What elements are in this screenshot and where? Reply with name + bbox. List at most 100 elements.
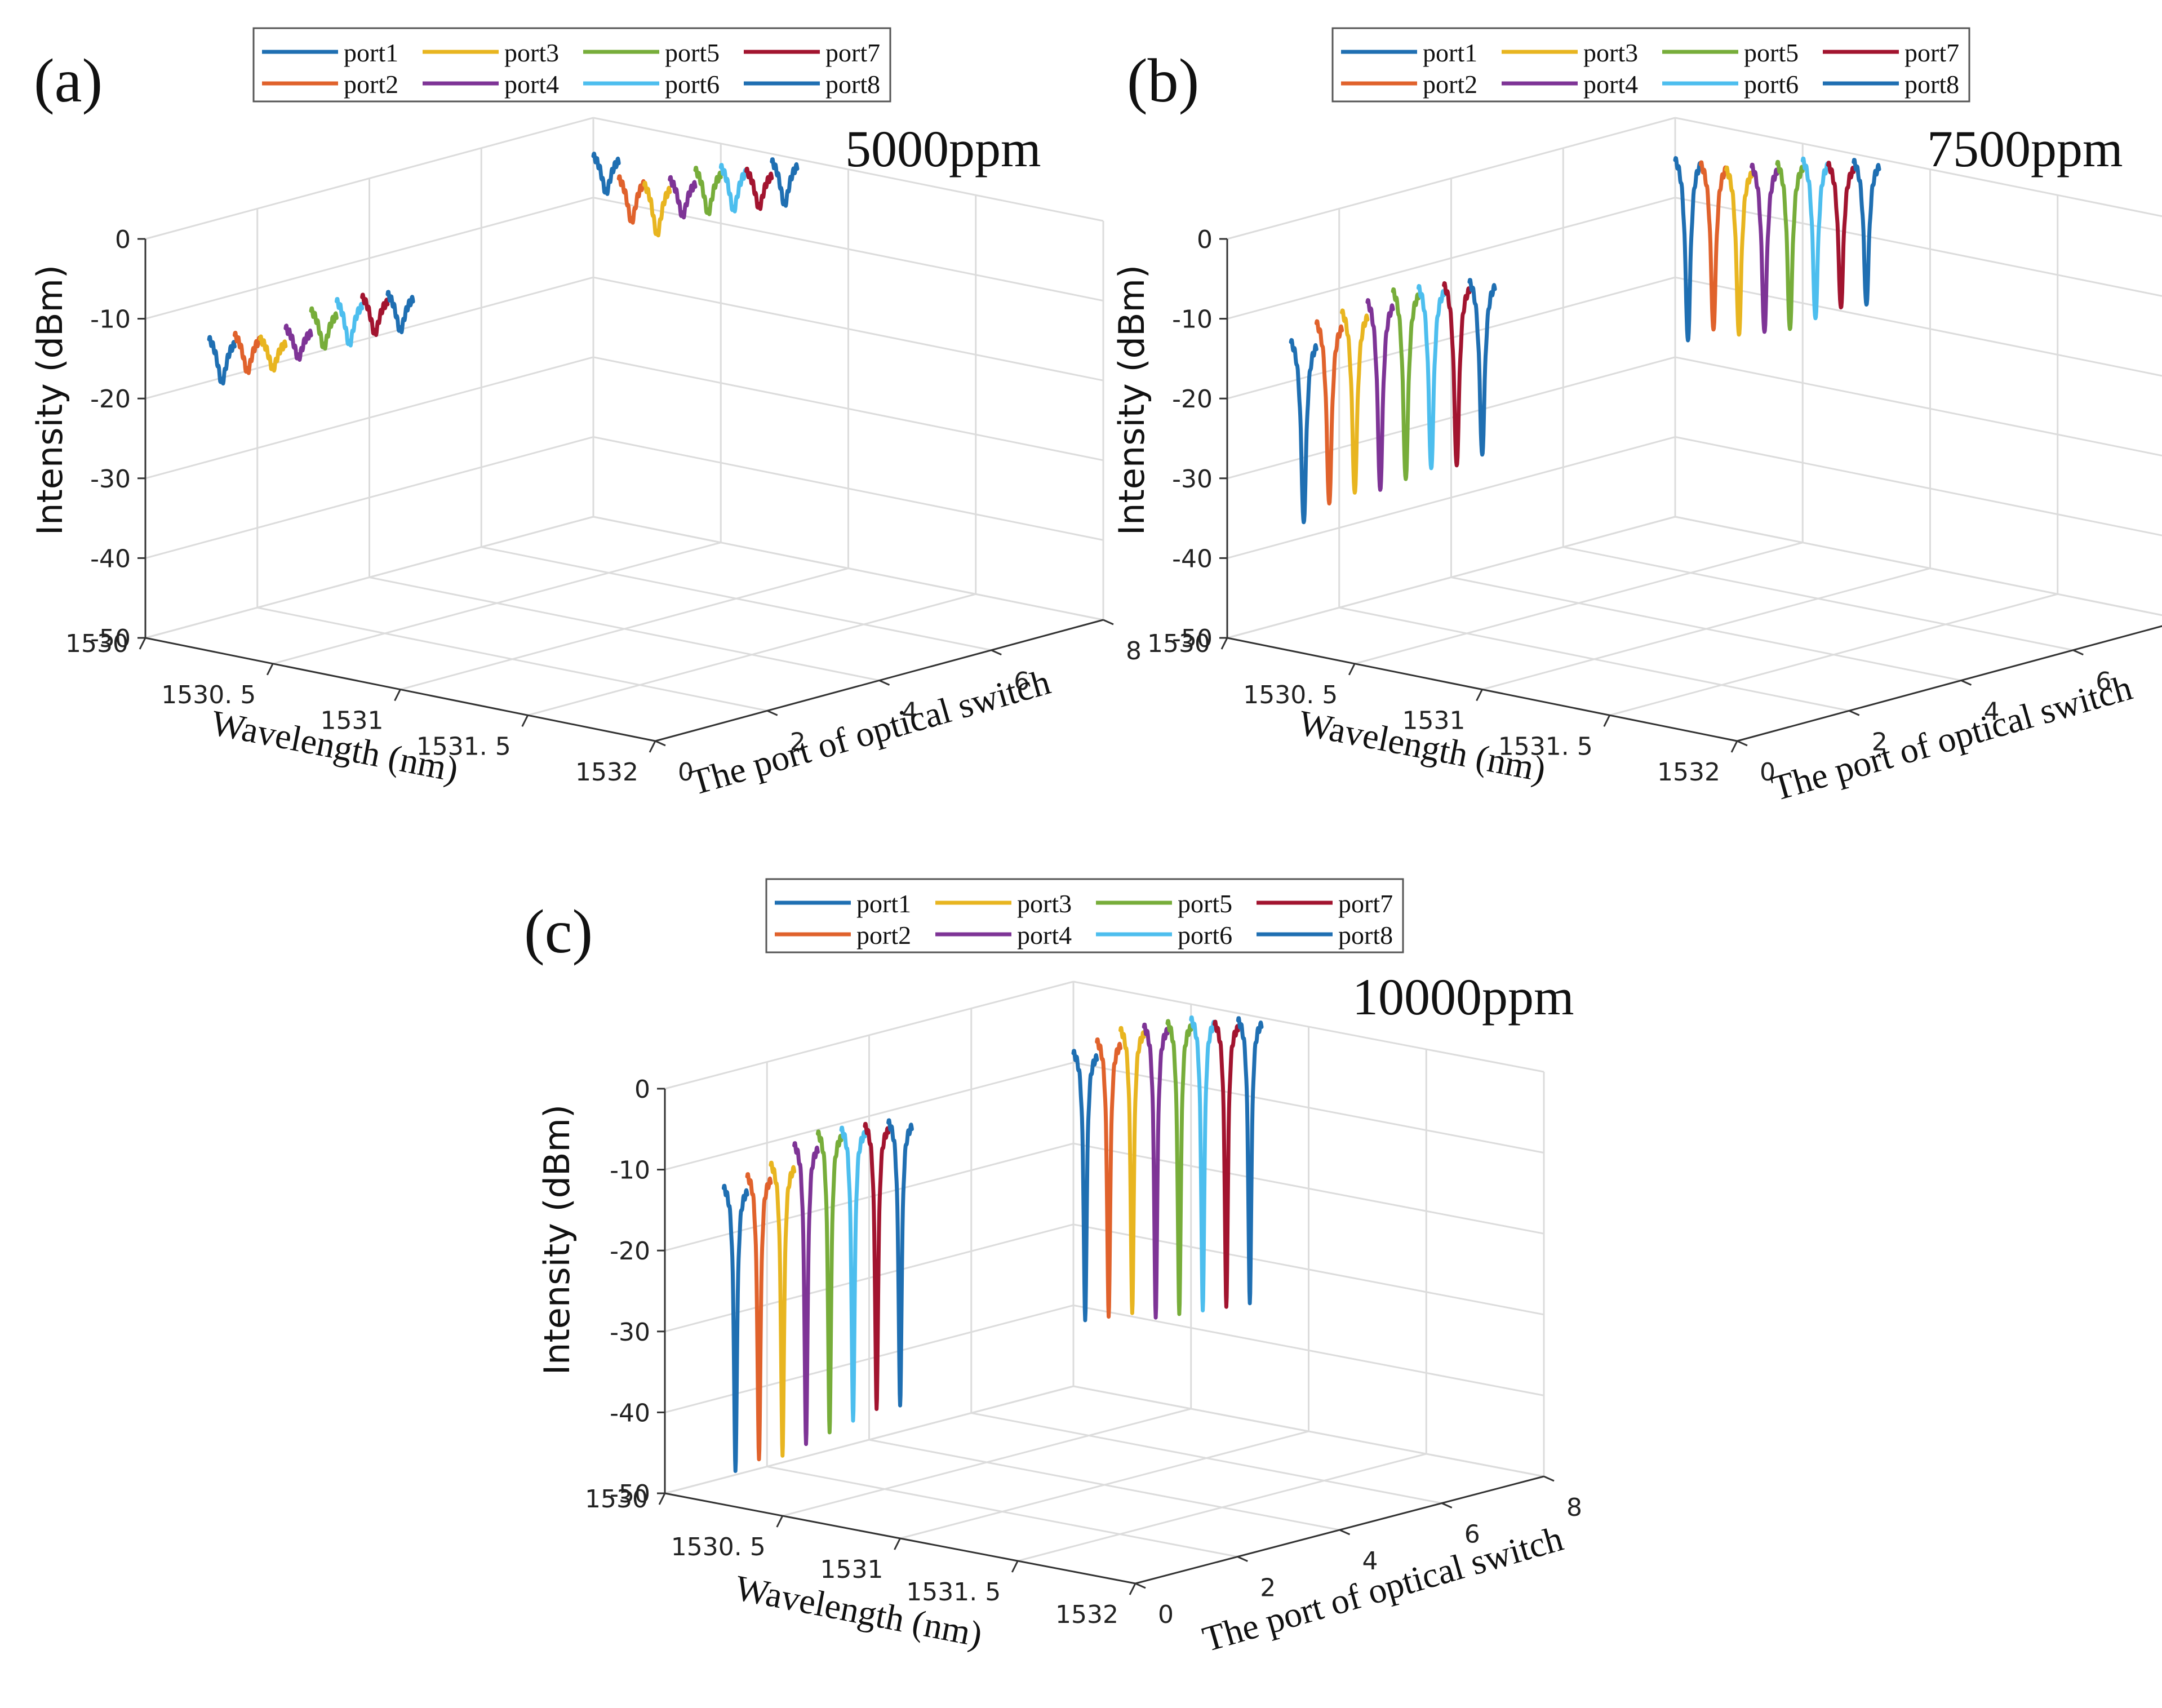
x-tick-label: 1530. 5 [161, 681, 256, 709]
y-tick-mark [655, 740, 666, 747]
side-wall-gridline [145, 197, 594, 320]
z-tick-label: -40 [1172, 544, 1213, 573]
z-tick-label: 0 [634, 1075, 650, 1104]
spectrum-port5-front [309, 306, 339, 351]
floor-gridline [971, 1412, 1442, 1504]
y-tick-mark [1960, 680, 1972, 686]
back-wall-gridline [1675, 276, 2162, 377]
y-tick-label: 6 [1464, 1520, 1480, 1549]
z-tick-label: -20 [90, 385, 131, 414]
z-tick-label: 0 [1197, 225, 1213, 254]
floor-gridline [481, 546, 992, 651]
z-tick-label: -20 [610, 1237, 650, 1266]
x-tick-label: 1530. 5 [1243, 681, 1338, 709]
x-tick-mark [266, 663, 274, 676]
back-wall-gridline [593, 516, 1104, 621]
y-axis-label: The port of optical switch [1198, 1518, 1568, 1659]
side-wall-gridline [145, 516, 594, 639]
z-axis-label: Intensity (dBm) [29, 265, 70, 535]
spectrum-port5-back [1165, 1019, 1193, 1316]
spectrum-port5-front [1391, 287, 1420, 481]
spectrum-port8-front [385, 290, 415, 335]
spectrum-port8-front [1467, 278, 1497, 457]
legend-entry-port8: port8 [744, 70, 880, 99]
legend-entry-port3: port3 [423, 38, 559, 67]
legend-text: port7 [825, 38, 880, 67]
x-tick-mark [649, 740, 656, 753]
x-tick-label: 1532 [575, 758, 638, 787]
y-tick-label: 0 [678, 758, 694, 787]
y-tick-mark [1737, 740, 1748, 747]
spectrum-port3-back [642, 180, 672, 238]
data-traces [1289, 156, 1881, 525]
back-wall-gridline [593, 356, 1104, 462]
legend-text: port4 [1583, 70, 1638, 99]
back-wall-gridline [1675, 516, 2162, 616]
legend-text: port8 [1904, 70, 1959, 99]
spectrum-port3-front [1340, 308, 1370, 495]
spectrum-port1-front [721, 1183, 749, 1473]
spectrum-port3-back [1724, 165, 1754, 337]
floor-gridline [1339, 606, 1850, 712]
side-wall-gridline [1227, 436, 1676, 559]
legend-text: port1 [1423, 38, 1477, 67]
side-wall-gridline [664, 981, 1074, 1090]
y-tick-label: 2 [1260, 1574, 1276, 1603]
y-tick-mark [1441, 1502, 1453, 1509]
x-tick-label: 1530 [65, 629, 128, 658]
back-wall-gridline [593, 197, 1104, 302]
panel-a: (a) 5000ppm port1 port2 port3 port4 [29, 27, 1142, 803]
side-wall-gridline [1227, 197, 1676, 320]
legend-entry-port6: port6 [583, 70, 720, 99]
y-tick-label: 6 [1014, 667, 1029, 696]
y-tick-label: 8 [1126, 637, 1142, 666]
legend-entry-port8: port8 [1257, 921, 1393, 950]
side-wall-gridline [664, 1062, 1074, 1171]
z-tick-label: -10 [90, 305, 131, 334]
panel-label: (a) [34, 46, 103, 115]
legend-entry-port1: port1 [775, 889, 911, 918]
x-tick-mark [139, 637, 146, 650]
legend-text: port7 [1904, 38, 1959, 67]
x-tick-mark [1730, 740, 1738, 753]
y-tick-mark [767, 709, 778, 716]
spectrum-port5-front [815, 1129, 844, 1435]
spectrum-port1-front [1289, 338, 1318, 525]
back-wall-gridline [593, 117, 1104, 222]
spectrum-port7-front [1442, 281, 1472, 468]
legend-text: port7 [1338, 889, 1393, 918]
x-tick-mark [1476, 689, 1483, 702]
back-wall-gridline [1073, 1304, 1544, 1396]
spectrum-port4-front [283, 323, 313, 362]
concentration-label: 10000ppm [1352, 968, 1574, 1026]
x-tick-mark [776, 1515, 784, 1528]
data-traces [721, 1015, 1264, 1473]
x-tick-label: 1531 [1402, 707, 1466, 735]
legend-entry-port4: port4 [1502, 70, 1638, 99]
side-wall-gridline [145, 436, 594, 559]
back-wall-gridline [1073, 981, 1544, 1073]
y-tick-mark [1543, 1475, 1555, 1482]
spectrum-port6-front [1416, 284, 1446, 471]
data-traces [207, 152, 800, 386]
side-wall-gridline [1227, 117, 1676, 240]
z-tick-label: -30 [610, 1318, 650, 1347]
legend-entry-port5: port5 [1096, 889, 1232, 918]
back-wall-gridline [1073, 1385, 1544, 1478]
legend-entry-port3: port3 [1502, 38, 1638, 67]
back-wall-gridline [1675, 436, 2162, 536]
legend-text: port2 [344, 70, 398, 99]
back-wall-gridline [1675, 117, 2162, 218]
concentration-label: 7500ppm [1927, 120, 2123, 178]
side-wall-gridline [145, 356, 594, 480]
legend-text: port2 [856, 921, 911, 950]
floor-gridline [1562, 546, 2074, 651]
floor-gridline [369, 576, 880, 681]
side-wall-gridline [1227, 516, 1676, 639]
legend-text: port8 [1338, 921, 1393, 950]
y-tick-mark [1237, 1556, 1248, 1562]
legend-text: port4 [1017, 921, 1072, 950]
legend-entry-port5: port5 [1662, 38, 1799, 67]
